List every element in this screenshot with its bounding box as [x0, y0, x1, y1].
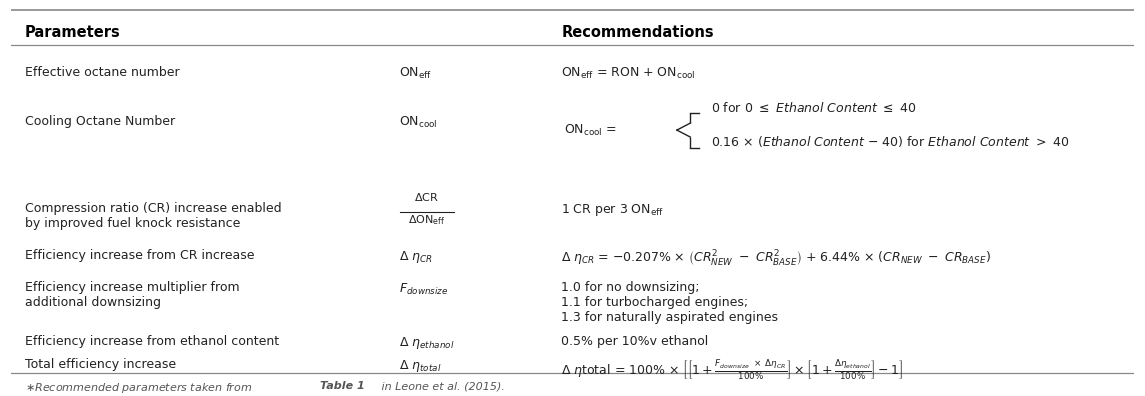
Text: $\Delta$CR: $\Delta$CR — [414, 191, 439, 203]
Text: $\Delta$ $\eta_{CR}$: $\Delta$ $\eta_{CR}$ — [398, 249, 433, 265]
Text: ON$_{\rm cool}$ =: ON$_{\rm cool}$ = — [563, 122, 616, 138]
Text: ON$_{\rm cool}$: ON$_{\rm cool}$ — [398, 114, 437, 129]
Text: Recommendations: Recommendations — [561, 25, 713, 40]
Text: 0.16 $\times$ ($\it{Ethanol\ Content}$ $-$ 40) for $\it{Ethanol\ Content}$ $>$ 4: 0.16 $\times$ ($\it{Ethanol\ Content}$ $… — [711, 134, 1068, 149]
Text: Efficiency increase from ethanol content: Efficiency increase from ethanol content — [25, 335, 279, 348]
Text: 1 CR per 3 ON$_{\rm eff}$: 1 CR per 3 ON$_{\rm eff}$ — [561, 202, 664, 218]
Text: $\Delta$ $\eta_{CR}$ = $-$0.207% $\times$ $\left(CR^{2}_{\it{NEW}}\ -\ CR^{2}_{\: $\Delta$ $\eta_{CR}$ = $-$0.207% $\times… — [561, 249, 992, 269]
Text: $\Delta$ $\eta$total = 100% $\times$ $\left[\left[1+\frac{F_{\it{downsize}}\ \ti: $\Delta$ $\eta$total = 100% $\times$ $\l… — [561, 358, 903, 381]
Text: 0 for 0 $\leq$ $\it{Ethanol\ Content}$ $\leq$ 40: 0 for 0 $\leq$ $\it{Ethanol\ Content}$ $… — [711, 101, 916, 115]
Text: Efficiency increase multiplier from
additional downsizing: Efficiency increase multiplier from addi… — [25, 282, 239, 309]
Text: $\Delta$ $\eta_{\it{ethanol}}$: $\Delta$ $\eta_{\it{ethanol}}$ — [398, 335, 455, 350]
Text: $\ast$Recommended parameters taken from: $\ast$Recommended parameters taken from — [25, 381, 253, 395]
Text: Effective octane number: Effective octane number — [25, 66, 180, 79]
Text: Efficiency increase from CR increase: Efficiency increase from CR increase — [25, 249, 254, 262]
Text: Parameters: Parameters — [25, 25, 120, 40]
Text: $F_{\it{downsize}}$: $F_{\it{downsize}}$ — [398, 282, 448, 297]
Text: ON$_{\rm eff}$: ON$_{\rm eff}$ — [398, 66, 432, 81]
Text: $\Delta$ $\eta_{\it{total}}$: $\Delta$ $\eta_{\it{total}}$ — [398, 358, 441, 374]
Text: Total efficiency increase: Total efficiency increase — [25, 358, 176, 371]
Text: Compression ratio (CR) increase enabled
by improved fuel knock resistance: Compression ratio (CR) increase enabled … — [25, 202, 282, 230]
Text: Cooling Octane Number: Cooling Octane Number — [25, 114, 175, 128]
Text: 1.0 for no downsizing;
1.1 for turbocharged engines;
1.3 for naturally aspirated: 1.0 for no downsizing; 1.1 for turbochar… — [561, 282, 779, 324]
Text: ON$_{\rm eff}$ = RON + ON$_{\rm cool}$: ON$_{\rm eff}$ = RON + ON$_{\rm cool}$ — [561, 66, 696, 81]
Text: in Leone et al. (2015).: in Leone et al. (2015). — [378, 381, 505, 391]
Text: 0.5% per 10%v ethanol: 0.5% per 10%v ethanol — [561, 335, 709, 348]
Text: Table 1: Table 1 — [319, 381, 365, 391]
Text: $\Delta$ON$_{\rm eff}$: $\Delta$ON$_{\rm eff}$ — [408, 213, 445, 227]
